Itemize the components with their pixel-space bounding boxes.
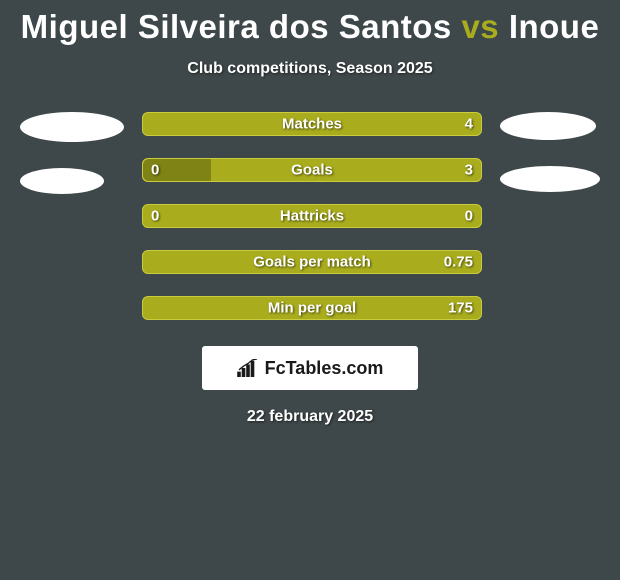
bars-container: Matches 4 Goals 0 3 Hattricks 0 0 Goals per matc… — [142, 112, 482, 320]
left-oval — [20, 112, 124, 142]
left-oval — [20, 168, 104, 194]
branding-text: FcTables.com — [265, 358, 384, 379]
bar-left-value: 0 — [151, 208, 159, 225]
right-oval — [500, 112, 596, 140]
stat-bar: Goals 0 3 — [142, 158, 482, 182]
date-text: 22 february 2025 — [0, 408, 620, 426]
left-oval-column — [20, 112, 124, 194]
bar-label: Hattricks — [280, 208, 344, 225]
right-oval-column — [500, 112, 600, 192]
bar-label: Matches — [282, 116, 342, 133]
subtitle: Club competitions, Season 2025 — [0, 60, 620, 78]
stat-bar: Matches 4 — [142, 112, 482, 136]
player1-name: Miguel Silveira dos Santos — [21, 8, 452, 45]
stat-bar: Goals per match 0.75 — [142, 250, 482, 274]
bar-right-value: 0 — [465, 208, 473, 225]
bar-label: Min per goal — [268, 300, 356, 317]
player2-name: Inoue — [509, 8, 600, 45]
bar-right-value: 175 — [448, 300, 473, 317]
right-oval — [500, 166, 600, 192]
branding-badge: FcTables.com — [202, 346, 418, 390]
page-title: Miguel Silveira dos Santos vs Inoue — [0, 0, 620, 46]
stat-bar: Hattricks 0 0 — [142, 204, 482, 228]
stat-bar: Min per goal 175 — [142, 296, 482, 320]
bar-right-value: 0.75 — [444, 254, 473, 271]
bar-left-value: 0 — [151, 162, 159, 179]
bar-chart-icon — [237, 359, 259, 377]
vs-text: vs — [461, 8, 499, 45]
bar-right-value: 3 — [465, 162, 473, 179]
comparison-chart: Matches 4 Goals 0 3 Hattricks 0 0 Goals per matc… — [0, 112, 620, 320]
bar-label: Goals per match — [253, 254, 371, 271]
bar-label: Goals — [291, 162, 333, 179]
bar-right-value: 4 — [465, 116, 473, 133]
